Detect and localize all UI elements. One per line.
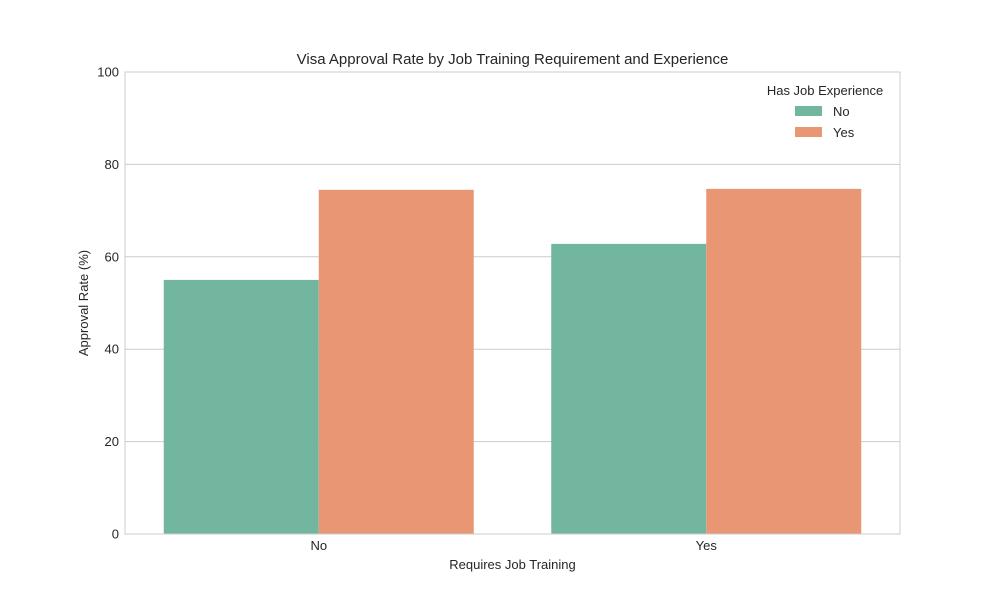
bars	[163, 188, 862, 535]
chart-title: Visa Approval Rate by Job Training Requi…	[297, 51, 729, 68]
legend: Has Job Experience No Yes	[767, 83, 883, 140]
y-tick-label: 80	[105, 157, 119, 172]
bar-yes-yes	[706, 188, 862, 535]
legend-swatch-no	[795, 106, 822, 116]
y-tick-label: 60	[105, 249, 119, 264]
bar-yes-no	[551, 243, 707, 534]
bar-no-no	[163, 279, 319, 534]
y-tick-label: 100	[97, 65, 119, 80]
x-tick-label: Yes	[696, 538, 718, 553]
x-tick-label: No	[310, 538, 327, 553]
legend-swatch-yes	[795, 127, 822, 137]
y-tick-label: 0	[112, 527, 119, 542]
x-axis-label: Requires Job Training	[449, 557, 575, 572]
bar-no-yes	[318, 189, 474, 534]
legend-label-yes: Yes	[833, 125, 855, 140]
plot-frame	[124, 71, 901, 535]
y-axis-label: Approval Rate (%)	[76, 250, 91, 356]
legend-label-no: No	[833, 104, 850, 119]
y-tick-label: 40	[105, 342, 119, 357]
y-tick-label: 20	[105, 434, 119, 449]
x-tick-labels: No Yes	[310, 538, 717, 553]
y-tick-labels: 0 20 40 60 80 100	[97, 65, 119, 542]
legend-title: Has Job Experience	[767, 83, 883, 98]
